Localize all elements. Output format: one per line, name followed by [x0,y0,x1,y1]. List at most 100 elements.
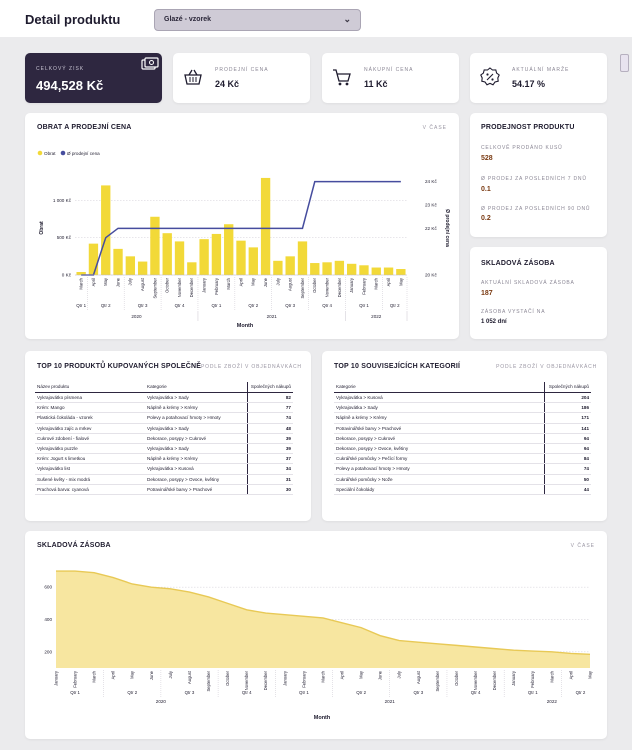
side-handle[interactable] [620,54,629,72]
col-common-purchases[interactable]: Společných nákupů [544,382,591,393]
table-row[interactable]: Krém: Jogurt s limetkou Náplně a krémy > … [35,453,293,465]
category-cell: Náplně a krémy > Krémy [145,402,248,414]
basket-icon [184,69,202,85]
quarter-label: Qtr 4 [242,690,252,695]
product-name-cell: Vykrajovátko list [35,463,145,475]
legend-turnover-swatch [37,150,43,156]
x-axis-title: Month [314,715,331,721]
category-cell: Vykrajovátka > Sady [334,402,545,414]
x-tick-label: November [324,277,329,297]
x-tick-label: September [300,277,305,298]
price-line [81,180,401,276]
y2-tick-label: 23 Kč [425,203,437,208]
year-label: 2021 [385,699,396,704]
x-tick-label: August [288,277,293,291]
category-cell: Potravinářské barvy > Prachové [145,484,248,495]
table-row[interactable]: Vykrajovátko puzzle Vykrajovátka > Sady 39 [35,443,293,455]
table-row[interactable]: Sušené květy - mix modrá Dekorace, posypy… [35,474,293,485]
x-tick-label: February [214,277,219,295]
table-row[interactable]: Dekorace, posypy > Cukrové 94 [334,433,591,444]
table-header-row: Kategorie Společných nákupů [334,382,591,393]
x-tick-label: June [263,277,268,287]
table-row[interactable]: Vykrajovátko list Vykrajovátka > Kusová 34 [35,463,293,475]
y-tick-label: 400 [44,617,52,622]
table-row[interactable]: Dekorace, posypy > Ovoce, květiny 94 [334,443,591,455]
table-row[interactable]: Speciální čokolády 44 [334,484,591,495]
table-row[interactable]: Polevy a potahovací hmoty > Hmoty 74 [334,463,591,475]
sold-total-label: CELKOVĚ PRODÁNO KUSŮ [481,145,563,151]
kpi-sell-price-card: PRODEJNÍ CENA 24 Kč [173,53,310,103]
category-cell: Vykrajovátka > Sady [145,443,248,455]
bar-april [88,243,99,275]
stock-chart-subtitle: V ČASE [570,543,595,549]
table-row[interactable]: Vykrajovátko písmena Vykrajovátka > Sady 8… [35,392,293,404]
table-row[interactable]: Krém: Mango Náplně a krémy > Krémy 77 [35,402,293,414]
col-product-name[interactable]: Název produktu [35,382,145,393]
top-products-card: TOP 10 PRODUKTŮ KUPOVANÝCH SPOLEČNĚ PODL… [25,351,311,521]
table-row[interactable]: Prachová barva: cyanová Potravinářské bar… [35,484,293,495]
table-row[interactable]: Cukrářské pomůcky > Pečící formy 84 [334,453,591,465]
category-cell: Vykrajovátka > Kusová [334,392,545,404]
product-name-cell: Krém: Jogurt s limetkou [35,453,145,465]
stock-enough-value: 1 052 dní [481,319,507,325]
purchases-cell: 39 [247,443,293,455]
table-row[interactable]: Cukrářské pomůcky > Nože 50 [334,474,591,485]
percent-icon [480,67,500,86]
col-common-purchases[interactable]: Společných nákupů [247,382,293,393]
x-tick-label: January [511,670,516,686]
x-tick-label: October [312,277,317,293]
category-cell: Náplně a krémy > Krémy [145,453,248,465]
product-select[interactable]: Glazé - vzorek ⌄ [154,9,361,31]
quarter-label: Qtr 4 [471,690,481,695]
col-category[interactable]: Kategorie [145,382,248,393]
year-label: 2020 [131,314,142,319]
x-tick-label: January [349,277,354,293]
bar-february [359,265,369,275]
quarter-label: Qtr 2 [127,690,137,695]
x-tick-label: July [168,670,173,678]
category-cell: Dekorace, posypy > Cukrové [334,433,545,444]
table-row[interactable]: Vykrajovátka > Kusová 204 [334,392,591,404]
table-row[interactable]: Náplně a krémy > Krémy 171 [334,412,591,424]
table-row[interactable]: Vykrajovátko zajíc a mrkev Vykrajovátka >… [35,423,293,434]
stock-current-value: 187 [481,290,493,297]
sellability-title: PRODEJNOST PRODUKTU [481,124,575,131]
stock-side-card: SKLADOVÁ ZÁSOBA AKTUÁLNÍ SKLADOVÁ ZÁSOBA… [470,247,607,339]
top-categories-card: TOP 10 SOUVISEJÍCÍCH KATEGORIÍ PODLE ZBO… [322,351,607,521]
kpi-margin-card: AKTUÁLNÍ MARŽE 54.17 % [470,53,607,103]
page-title: Detail produktu [25,12,121,27]
x-tick-label: February [72,670,77,688]
quarter-label: Qtr 1 [212,303,222,308]
x-tick-label: July [128,277,133,285]
table-row[interactable]: Potravinářské barvy > Prachové 141 [334,423,591,434]
chevron-down-icon: ⌄ [343,14,351,24]
x-tick-label: June [115,277,120,287]
table-row[interactable]: Plastická čokoláda - vzorek Polevy a pota… [35,412,293,424]
kpi-sell-price-label: PRODEJNÍ CENA [215,67,269,73]
quarter-label: Qtr 2 [390,303,400,308]
x-tick-label: April [111,671,116,679]
purchases-cell: 141 [544,423,591,434]
category-cell: Potravinářské barvy > Prachové [334,423,545,434]
x-tick-label: September [152,277,157,298]
top-products-table: Název produktu Kategorie Společných náku… [35,382,293,495]
table-row[interactable]: Cukrové zdobení - fialové Dekorace, posyp… [35,433,293,444]
col-category[interactable]: Kategorie [334,382,545,393]
x-tick-label: July [397,670,402,678]
stock-chart-title: SKLADOVÁ ZÁSOBA [37,542,111,549]
bar-may [101,185,111,275]
y-right-axis-title: Ø prodejní cena [444,209,450,247]
x-tick-label: March [374,277,379,289]
purchases-cell: 30 [247,484,293,495]
x-tick-label: April [91,278,96,286]
top-categories-title: TOP 10 SOUVISEJÍCÍCH KATEGORIÍ [334,363,461,370]
quarter-label: Qtr 1 [76,303,86,308]
table-row[interactable]: Vykrajovátka > Sady 186 [334,402,591,414]
kpi-profit-label: CELKOVÝ ZISK [36,66,85,72]
kpi-margin-label: AKTUÁLNÍ MARŽE [512,67,570,73]
bar-may [248,247,258,275]
bar-september [150,216,160,275]
y-tick-label: 0 Kč [62,273,72,278]
bar-november [174,241,185,275]
bar-june [260,177,271,275]
